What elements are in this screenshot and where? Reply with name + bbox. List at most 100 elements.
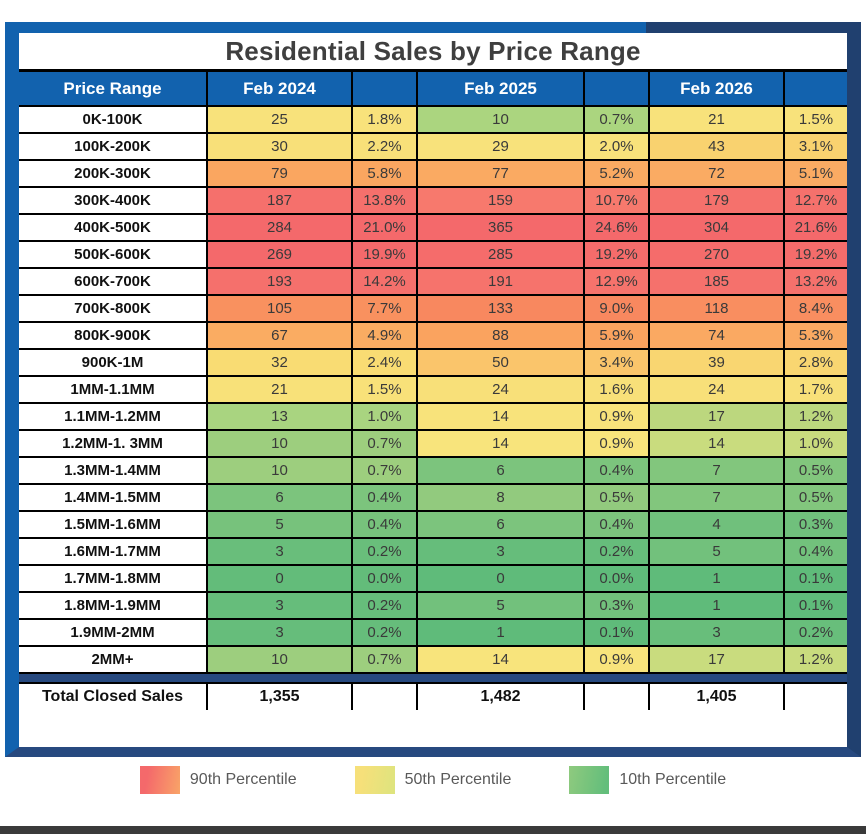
table-header-row: Price Range Feb 2024 Feb 2025 Feb 2026 [19, 72, 847, 107]
feb2026-pct: 0.4% [783, 537, 847, 566]
feb2025-pct: 0.1% [583, 618, 650, 647]
feb2025-pct: 5.2% [583, 159, 650, 188]
feb2024-pct: 0.4% [351, 483, 418, 512]
price-range-label: 200K-300K [19, 159, 208, 188]
feb2025-count: 14 [416, 429, 585, 458]
feb2026-pct: 0.5% [783, 456, 847, 485]
feb2025-pct: 2.0% [583, 132, 650, 161]
feb2025-pct: 0.3% [583, 591, 650, 620]
feb2025-count: 6 [416, 456, 585, 485]
column-header-price-range: Price Range [19, 72, 208, 107]
feb2024-pct: 0.7% [351, 429, 418, 458]
table-row: 400K-500K 284 21.0% 365 24.6% 304 21.6% [19, 213, 847, 242]
feb2026-pct: 12.7% [783, 186, 847, 215]
feb2026-pct: 1.0% [783, 429, 847, 458]
bottom-bar [0, 826, 866, 834]
feb2025-pct: 0.9% [583, 645, 650, 674]
feb2024-count: 10 [206, 645, 353, 674]
table-row: 1.1MM-1.2MM 13 1.0% 14 0.9% 17 1.2% [19, 402, 847, 431]
price-range-label: 1.9MM-2MM [19, 618, 208, 647]
table-row: 300K-400K 187 13.8% 159 10.7% 179 12.7% [19, 186, 847, 215]
table-row: 1.6MM-1.7MM 3 0.2% 3 0.2% 5 0.4% [19, 537, 847, 566]
price-range-label: 600K-700K [19, 267, 208, 296]
feb2024-pct: 0.7% [351, 645, 418, 674]
feb2024-pct: 0.2% [351, 591, 418, 620]
feb2024-count: 105 [206, 294, 353, 323]
feb2025-count: 10 [416, 105, 585, 134]
price-range-label: 1.2MM-1. 3MM [19, 429, 208, 458]
price-range-label: 0K-100K [19, 105, 208, 134]
feb2025-pct: 0.4% [583, 510, 650, 539]
feb2025-count: 285 [416, 240, 585, 269]
table-row: 500K-600K 269 19.9% 285 19.2% 270 19.2% [19, 240, 847, 269]
feb2025-count: 365 [416, 213, 585, 242]
feb2026-pct: 1.5% [783, 105, 847, 134]
total-separator [19, 674, 847, 682]
total-empty-3 [783, 682, 847, 710]
feb2025-count: 8 [416, 483, 585, 512]
total-row: Total Closed Sales 1,355 1,482 1,405 [19, 682, 847, 710]
feb2025-count: 133 [416, 294, 585, 323]
table-row: 600K-700K 193 14.2% 191 12.9% 185 13.2% [19, 267, 847, 296]
total-feb-2025: 1,482 [416, 682, 585, 710]
feb2026-count: 3 [648, 618, 785, 647]
feb2026-count: 39 [648, 348, 785, 377]
feb2025-count: 191 [416, 267, 585, 296]
feb2026-count: 17 [648, 402, 785, 431]
feb2024-pct: 2.2% [351, 132, 418, 161]
feb2025-pct: 0.4% [583, 456, 650, 485]
feb2026-count: 17 [648, 645, 785, 674]
feb2024-count: 5 [206, 510, 353, 539]
feb2026-count: 270 [648, 240, 785, 269]
legend-swatch-icon [354, 766, 395, 794]
feb2025-count: 14 [416, 402, 585, 431]
table-row: 800K-900K 67 4.9% 88 5.9% 74 5.3% [19, 321, 847, 350]
legend: 90th Percentile 50th Percentile 10th Perce… [0, 766, 866, 794]
feb2025-count: 29 [416, 132, 585, 161]
feb2026-count: 118 [648, 294, 785, 323]
feb2024-count: 21 [206, 375, 353, 404]
price-range-label: 700K-800K [19, 294, 208, 323]
feb2025-pct: 0.7% [583, 105, 650, 134]
feb2024-pct: 21.0% [351, 213, 418, 242]
price-range-label: 2MM+ [19, 645, 208, 674]
feb2025-count: 24 [416, 375, 585, 404]
table-row: 900K-1M 32 2.4% 50 3.4% 39 2.8% [19, 348, 847, 377]
feb2024-count: 3 [206, 618, 353, 647]
feb2026-pct: 3.1% [783, 132, 847, 161]
feb2026-count: 179 [648, 186, 785, 215]
price-range-label: 100K-200K [19, 132, 208, 161]
column-header-feb-2026: Feb 2026 [648, 72, 785, 107]
feb2024-pct: 0.0% [351, 564, 418, 593]
feb2025-count: 14 [416, 645, 585, 674]
feb2026-count: 74 [648, 321, 785, 350]
price-range-label: 1.6MM-1.7MM [19, 537, 208, 566]
feb2024-count: 193 [206, 267, 353, 296]
feb2024-pct: 5.8% [351, 159, 418, 188]
feb2024-count: 10 [206, 456, 353, 485]
feb2024-pct: 0.4% [351, 510, 418, 539]
table-row: 1.9MM-2MM 3 0.2% 1 0.1% 3 0.2% [19, 618, 847, 647]
feb2026-count: 14 [648, 429, 785, 458]
feb2026-pct: 1.7% [783, 375, 847, 404]
table-row: 200K-300K 79 5.8% 77 5.2% 72 5.1% [19, 159, 847, 188]
table-row: 100K-200K 30 2.2% 29 2.0% 43 3.1% [19, 132, 847, 161]
price-range-label: 1.5MM-1.6MM [19, 510, 208, 539]
feb2025-pct: 0.2% [583, 537, 650, 566]
feb2025-pct: 9.0% [583, 294, 650, 323]
feb2026-count: 7 [648, 483, 785, 512]
feb2024-count: 32 [206, 348, 353, 377]
feb2025-count: 6 [416, 510, 585, 539]
feb2025-pct: 0.5% [583, 483, 650, 512]
table-row: 1.2MM-1. 3MM 10 0.7% 14 0.9% 14 1.0% [19, 429, 847, 458]
table-row: 700K-800K 105 7.7% 133 9.0% 118 8.4% [19, 294, 847, 323]
feb2025-count: 50 [416, 348, 585, 377]
column-header-pct-2 [351, 72, 418, 107]
feb2024-pct: 4.9% [351, 321, 418, 350]
feb2026-pct: 1.2% [783, 645, 847, 674]
feb2025-pct: 12.9% [583, 267, 650, 296]
feb2025-count: 159 [416, 186, 585, 215]
legend-label: 10th Percentile [619, 771, 727, 788]
feb2024-count: 79 [206, 159, 353, 188]
